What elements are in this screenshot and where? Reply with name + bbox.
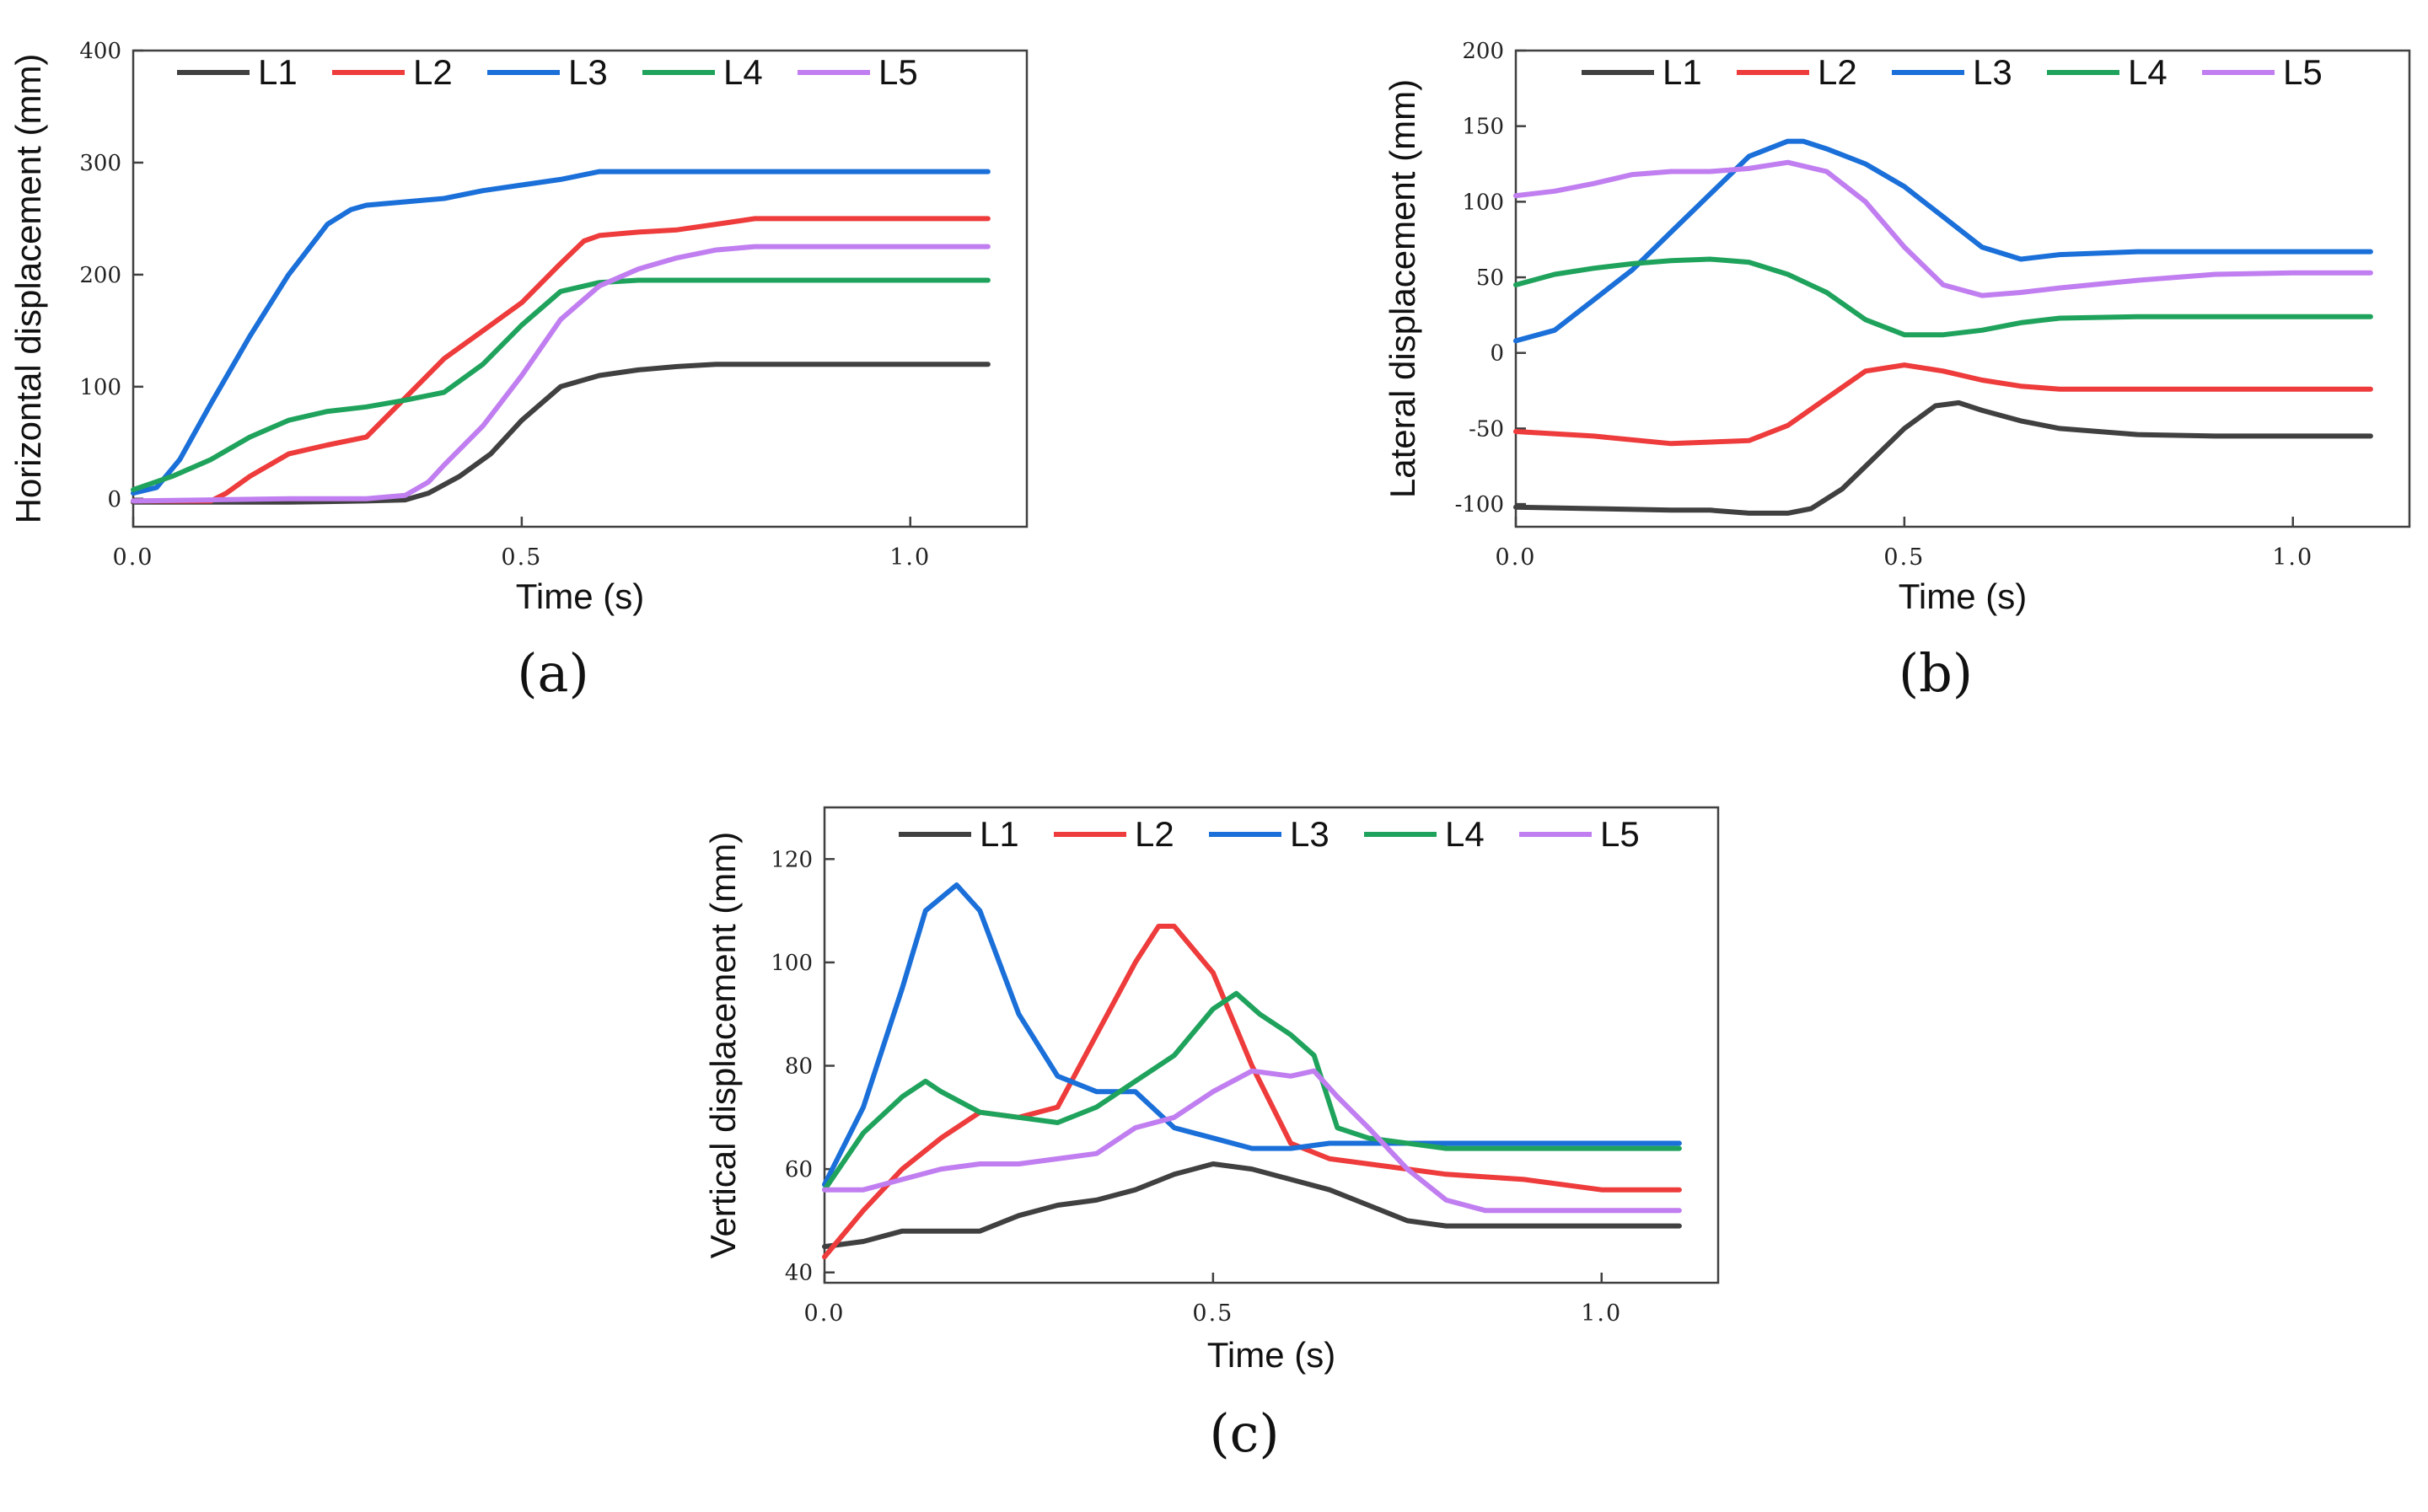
- legend-label-l4: L4: [1445, 814, 1485, 854]
- legend-label-l3: L3: [1290, 814, 1329, 854]
- series-line-l2: [131, 216, 991, 504]
- legend-label-l3: L3: [1973, 52, 2012, 92]
- legend-label-l1: L1: [980, 814, 1019, 854]
- legend-label-l4: L4: [723, 52, 763, 92]
- x-axis-title: Time (s): [516, 576, 644, 616]
- x-tick-label: 0.5: [1883, 544, 1925, 571]
- legend-label-l5: L5: [2283, 52, 2323, 92]
- plot-frame: [132, 49, 1029, 528]
- x-tick-label: 0.0: [804, 1300, 846, 1327]
- y-tick-label: 0: [107, 487, 121, 512]
- y-tick-label: 0: [1490, 341, 1504, 367]
- x-tick-label: 1.0: [889, 544, 931, 571]
- y-tick-label: 200: [79, 263, 121, 288]
- y-tick-label: 80: [785, 1054, 813, 1080]
- legend-label-l1: L1: [258, 52, 298, 92]
- legend-label-l1: L1: [1663, 52, 1702, 92]
- series-line-l1: [822, 1161, 1682, 1250]
- series-line-l2: [822, 924, 1682, 1260]
- panel-label: (a): [517, 642, 588, 704]
- series-line-l4: [1513, 256, 2373, 338]
- y-tick-label: 100: [1462, 190, 1504, 215]
- series-line-l3: [131, 169, 991, 496]
- y-tick-label: 150: [1462, 115, 1504, 140]
- y-axis-title: Vertical displacement (mm): [703, 832, 743, 1258]
- x-tick-label: 0.5: [501, 544, 542, 571]
- legend-label-l5: L5: [878, 52, 918, 92]
- y-tick-label: 50: [1476, 265, 1504, 291]
- legend-label-l4: L4: [2128, 52, 2167, 92]
- series-line-l5: [1513, 159, 2373, 298]
- y-tick-label: 300: [79, 151, 121, 176]
- legend-label-l3: L3: [568, 52, 608, 92]
- y-axis-title: Horizontal displacement (mm): [8, 54, 48, 524]
- y-tick-label: 400: [79, 39, 121, 64]
- x-tick-label: 0.0: [113, 544, 154, 571]
- legend-label-l2: L2: [413, 52, 453, 92]
- series-line-l5: [822, 1068, 1682, 1214]
- y-tick-label: 100: [79, 375, 121, 400]
- x-tick-label: 1.0: [1581, 1300, 1622, 1327]
- x-tick-label: 1.0: [2272, 544, 2313, 571]
- series-line-l5: [131, 244, 991, 504]
- y-tick-label: -50: [1469, 416, 1504, 442]
- series-line-l1: [1513, 399, 2373, 516]
- y-tick-label: 40: [785, 1261, 813, 1286]
- panel-label: (b): [1899, 642, 1973, 704]
- x-axis-title: Time (s): [1207, 1335, 1335, 1375]
- y-axis-title: Lateral displacement (mm): [1383, 79, 1422, 498]
- legend-label-l2: L2: [1818, 52, 1857, 92]
- chart-panel-2: -100 -50 0 50 100 150 200 0.0 0.5 1.0 Time (s) Late…: [1383, 39, 2411, 704]
- y-tick-label: 120: [771, 847, 813, 872]
- y-tick-label: -100: [1455, 492, 1504, 517]
- series-line-l2: [1513, 362, 2373, 447]
- y-tick-label: 100: [771, 951, 813, 976]
- x-tick-label: 0.0: [1496, 544, 1537, 571]
- chart-panel-1: 0 100 200 300 400 0.0 0.5 1.0 Time (s) Horizontal…: [8, 39, 1029, 704]
- plot-frame: [1514, 49, 2411, 528]
- series-line-l3: [822, 882, 1682, 1188]
- panel-label: (c): [1209, 1402, 1279, 1464]
- chart-panel-3: 40 60 80 100 120 0.0 0.5 1.0 Time (s) Vertical di…: [703, 806, 1720, 1464]
- plot-frame: [823, 806, 1720, 1284]
- y-tick-label: 60: [785, 1157, 813, 1182]
- x-axis-title: Time (s): [1899, 576, 2027, 616]
- legend-label-l5: L5: [1600, 814, 1640, 854]
- series-line-l4: [131, 277, 991, 493]
- y-tick-label: 200: [1462, 39, 1504, 64]
- legend-label-l2: L2: [1135, 814, 1174, 854]
- series-line-l4: [822, 990, 1682, 1193]
- x-tick-label: 0.5: [1192, 1300, 1233, 1327]
